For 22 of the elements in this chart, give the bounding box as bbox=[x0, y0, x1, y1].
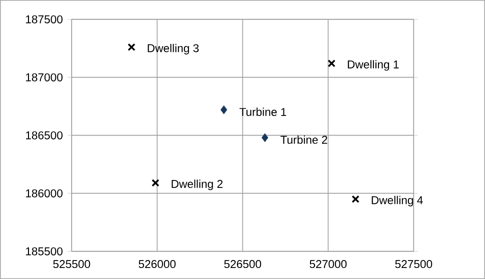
point bbox=[128, 43, 136, 52]
annotation: Dwelling 3 bbox=[148, 44, 199, 54]
point bbox=[152, 179, 160, 187]
point bbox=[352, 195, 360, 204]
x-tick-label: 527500 bbox=[395, 260, 432, 268]
annotation: Turbine 2 bbox=[280, 135, 328, 144]
x-tick-label: 525500 bbox=[53, 260, 90, 268]
x-tick-label: 526500 bbox=[224, 260, 262, 268]
y-tick-label: 186500 bbox=[26, 131, 63, 140]
point bbox=[262, 133, 268, 142]
y-tick-label: 187500 bbox=[26, 15, 63, 24]
point bbox=[328, 60, 336, 68]
x-tick-label: 526000 bbox=[138, 260, 176, 268]
annotation: Dwelling 4 bbox=[372, 196, 423, 206]
annotation: Turbine 1 bbox=[239, 108, 286, 116]
x-tick-label: 527000 bbox=[310, 260, 347, 268]
y-tick-label: 186000 bbox=[26, 189, 63, 198]
annotation: Dwelling 1 bbox=[348, 60, 399, 71]
point bbox=[220, 106, 228, 114]
y-tick-label: 185500 bbox=[26, 247, 63, 256]
y-tick-label: 187000 bbox=[26, 73, 63, 82]
annotation: Dwelling 2 bbox=[172, 180, 223, 190]
